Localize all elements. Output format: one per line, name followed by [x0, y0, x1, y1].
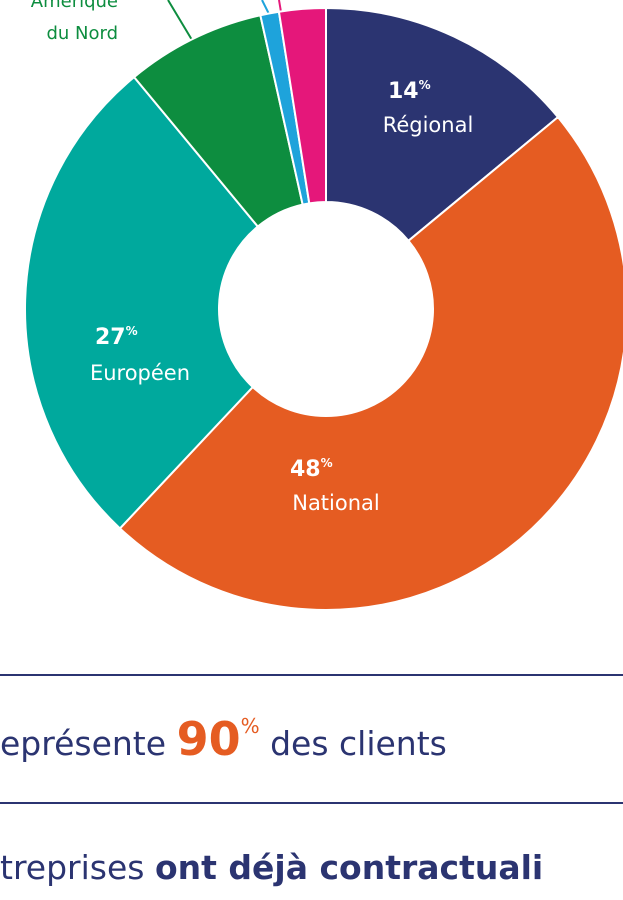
value: 27: [95, 325, 126, 350]
unit: %: [321, 456, 333, 470]
donut-slice: [24, 75, 260, 530]
unit: %: [126, 324, 138, 338]
donut-slice: [118, 115, 623, 611]
divider: [0, 802, 623, 804]
text: eprésente: [0, 724, 167, 763]
value: 14: [388, 79, 419, 104]
highlight: 90: [176, 712, 241, 766]
text: des clients: [270, 724, 447, 763]
divider: [0, 674, 623, 676]
value-label: 27%: [95, 324, 138, 350]
value-label: 48%: [290, 456, 333, 482]
donut-slice: [325, 6, 560, 243]
label-box: Amérique du Nord: [30, 0, 118, 44]
footer-line: treprises ont déjà contractuali: [0, 848, 543, 887]
leader-line: [278, 0, 282, 13]
value: 48: [290, 457, 321, 482]
category-label: National: [292, 491, 380, 515]
leader-line: [167, 0, 193, 41]
category-label: Régional: [383, 113, 474, 137]
category-label: Européen: [90, 361, 190, 385]
chart: 14% Régional 48% National 27% Européen Amériqu…: [24, 0, 623, 611]
category-label: Amérique du Nord: [30, 0, 118, 44]
footer-line: eprésente 90% des clients: [0, 712, 447, 766]
bold-text: ont déjà contractuali: [154, 848, 544, 887]
value-label: 14%: [388, 78, 431, 104]
unit: %: [419, 78, 431, 92]
text: treprises: [0, 848, 145, 887]
unit: %: [240, 714, 260, 738]
donut-slice: [277, 6, 327, 205]
